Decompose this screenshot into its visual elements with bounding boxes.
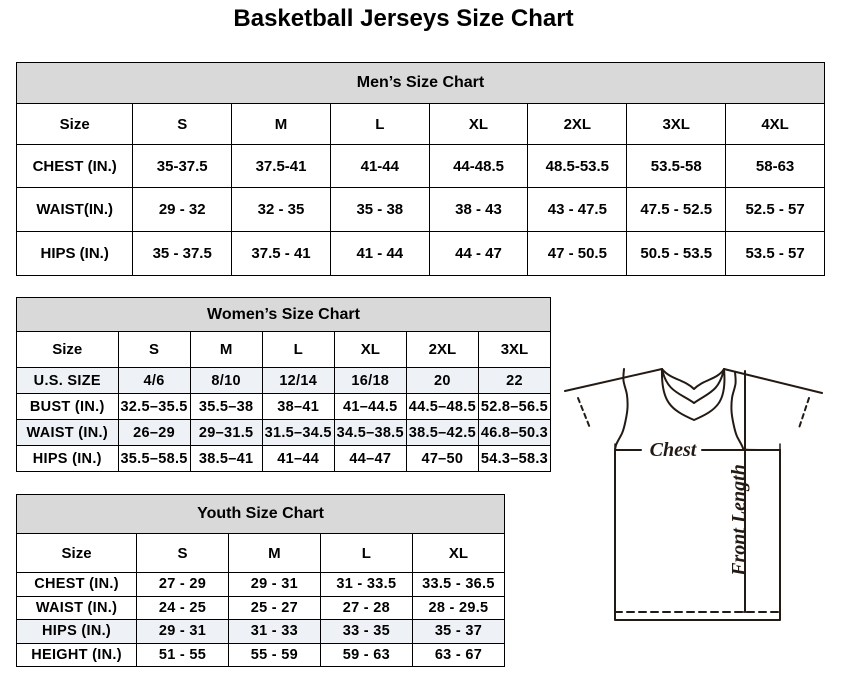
svg-text:Front Length: Front Length <box>728 464 750 577</box>
svg-text:Chest: Chest <box>650 439 698 461</box>
